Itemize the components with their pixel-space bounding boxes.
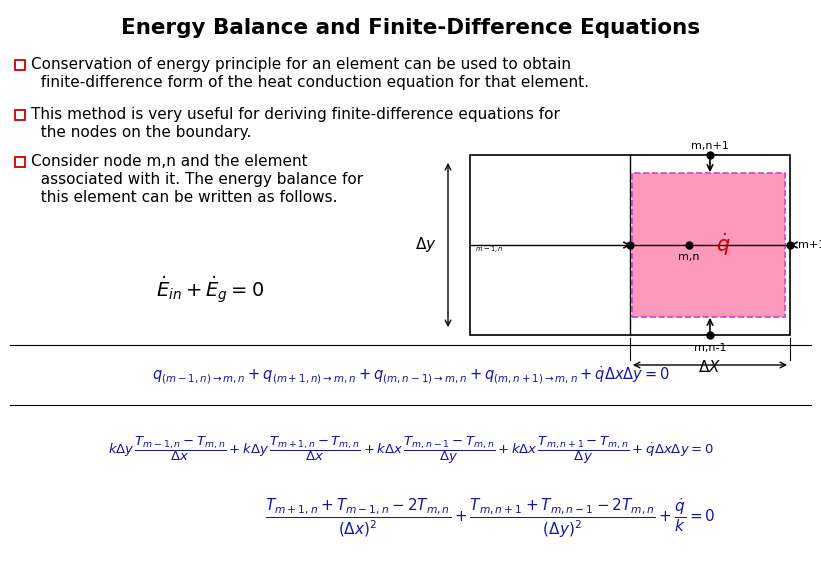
Bar	[15, 60, 25, 70]
Bar	[15, 110, 25, 120]
Text: m+1,n: m+1,n	[798, 240, 821, 250]
Text: Energy Balance and Finite-Difference Equations: Energy Balance and Finite-Difference Equ…	[122, 18, 700, 38]
Text: m,n+1: m,n+1	[691, 141, 729, 151]
Text: Conservation of energy principle for an element can be used to obtain: Conservation of energy principle for an …	[31, 57, 571, 72]
Text: $q_{(m-1,n)\rightarrow m,n}+q_{(m+1,n)\rightarrow m,n}+q_{(m,n-1)\rightarrow m,n: $q_{(m-1,n)\rightarrow m,n}+q_{(m+1,n)\r…	[152, 364, 670, 386]
Text: $\dot{E}_{in}+\dot{E}_g=0$: $\dot{E}_{in}+\dot{E}_g=0$	[156, 275, 264, 306]
Text: m,n: m,n	[678, 252, 699, 262]
Text: $\Delta X$: $\Delta X$	[699, 359, 722, 375]
Text: this element can be written as follows.: this element can be written as follows.	[31, 190, 337, 205]
Bar	[470, 155, 790, 335]
Bar	[632, 173, 785, 317]
Text: the nodes on the boundary.: the nodes on the boundary.	[31, 125, 251, 140]
Text: $\Delta y$: $\Delta y$	[415, 235, 437, 254]
Text: m,n-1: m,n-1	[694, 343, 727, 353]
Text: $_{m-1,n}$: $_{m-1,n}$	[475, 244, 504, 255]
Text: $\dfrac{T_{m+1,n}+T_{m-1,n}-2T_{m,n}}{(\Delta x)^2}+\dfrac{T_{m,n+1}+T_{m,n-1}-2: $\dfrac{T_{m+1,n}+T_{m-1,n}-2T_{m,n}}{(\…	[264, 497, 715, 540]
Text: $\dot{q}$: $\dot{q}$	[716, 232, 731, 258]
Text: $k\Delta y\,\dfrac{T_{m-1,n}-T_{m,n}}{\Delta x}+k\Delta y\,\dfrac{T_{m+1,n}-T_{m: $k\Delta y\,\dfrac{T_{m-1,n}-T_{m,n}}{\D…	[108, 434, 713, 466]
Text: This method is very useful for deriving finite-difference equations for: This method is very useful for deriving …	[31, 107, 560, 122]
Bar	[15, 157, 25, 167]
Text: finite-difference form of the heat conduction equation for that element.: finite-difference form of the heat condu…	[31, 75, 589, 90]
Text: Consider node m,n and the element: Consider node m,n and the element	[31, 154, 308, 169]
Text: associated with it. The energy balance for: associated with it. The energy balance f…	[31, 172, 363, 187]
